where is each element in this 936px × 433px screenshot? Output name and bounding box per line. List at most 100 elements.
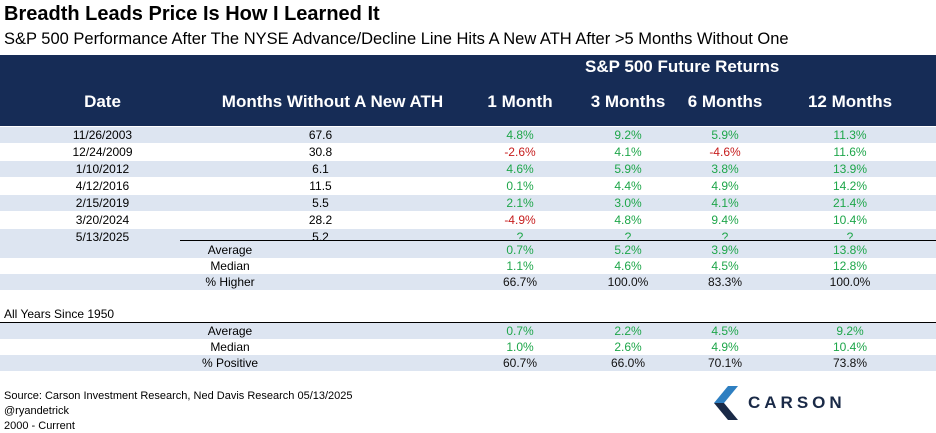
cell-months: 28.2 <box>308 213 333 227</box>
all-years-12-months: 73.8% <box>832 356 868 370</box>
all-years-1-month: 60.7% <box>502 356 538 370</box>
cell-date: 11/26/2003 <box>72 128 133 142</box>
all-years-12-months: 10.4% <box>832 340 868 354</box>
footer-range: 2000 - Current <box>4 420 75 432</box>
cell-1-month: 4.8% <box>506 128 534 142</box>
footer-source: Source: Carson Investment Research, Ned … <box>4 390 353 402</box>
summary-divider <box>180 240 936 241</box>
cell-6-months: 4.9% <box>711 179 739 193</box>
summary-12-months: 100.0% <box>829 275 871 289</box>
table-row: % Higher 66.7% 100.0% 83.3% 100.0% <box>0 274 936 290</box>
table-row: 1/10/2012 6.1 4.6% 5.9% 3.8% 13.9% <box>0 161 936 177</box>
cell-date: 3/20/2024 <box>75 213 130 227</box>
summary-1-month: 0.7% <box>506 243 534 257</box>
cell-3-months: 3.0% <box>614 196 642 210</box>
cell-date: 2/15/2019 <box>75 196 130 210</box>
table-row: Median 1.1% 4.6% 4.5% 12.8% <box>0 258 936 274</box>
carson-logo-icon <box>714 386 738 420</box>
cell-date: 12/24/2009 <box>72 145 133 159</box>
summary-6-months: 83.3% <box>707 275 743 289</box>
cell-12-months: 11.6% <box>833 145 867 159</box>
cell-date: 5/13/2025 <box>75 230 130 244</box>
table-row: 12/24/2009 30.8 -2.6% 4.1% -4.6% 11.6% <box>0 144 936 160</box>
cell-months: 67.6 <box>308 128 333 142</box>
cell-months: 11.5 <box>309 179 332 193</box>
cell-6-months: 3.8% <box>711 162 739 176</box>
cell-months: 30.8 <box>308 145 333 159</box>
cell-3-months: ? <box>624 230 632 244</box>
page-subtitle: S&P 500 Performance After The NYSE Advan… <box>4 30 789 48</box>
cell-1-month: 2.1% <box>506 196 534 210</box>
cell-6-months: 9.4% <box>711 213 739 227</box>
cell-12-months: ? <box>846 230 854 244</box>
cell-date: 4/12/2016 <box>75 179 130 193</box>
header-group-label: S&P 500 Future Returns <box>585 57 780 76</box>
header-6-months: 6 Months <box>687 92 763 111</box>
all-years-6-months: 4.5% <box>711 324 739 338</box>
summary-6-months: 3.9% <box>711 243 739 257</box>
table-row: Average 0.7% 2.2% 4.5% 9.2% <box>0 323 936 339</box>
summary-3-months: 100.0% <box>607 275 649 289</box>
all-years-label: All Years Since 1950 <box>4 307 115 321</box>
summary-1-month: 1.1% <box>506 259 534 273</box>
all-years-label-cell: Median <box>210 340 250 354</box>
header-1-month: 1 Month <box>487 92 553 111</box>
header-date: Date <box>84 92 121 111</box>
cell-1-month: ? <box>516 230 524 244</box>
cell-12-months: 10.4% <box>832 213 868 227</box>
page-title: Breadth Leads Price Is How I Learned It <box>4 3 380 25</box>
header-3-months: 3 Months <box>590 92 666 111</box>
cell-6-months: -4.6% <box>709 145 741 159</box>
all-years-label-cell: Average <box>207 324 253 338</box>
all-years-3-months: 66.0% <box>610 356 646 370</box>
summary-6-months: 4.5% <box>711 259 739 273</box>
cell-12-months: 13.9% <box>832 162 868 176</box>
cell-12-months: 21.4% <box>832 196 868 210</box>
carson-logo: CARSON <box>712 386 842 420</box>
cell-3-months: 9.2% <box>614 128 642 142</box>
header-months-without-ath: Months Without A New ATH <box>221 92 444 111</box>
header-12-months: 12 Months <box>807 92 893 111</box>
summary-label: Median <box>210 259 250 273</box>
cell-1-month: 0.1% <box>506 179 534 193</box>
summary-12-months: 13.8% <box>832 243 868 257</box>
table-row: 4/12/2016 11.5 0.1% 4.4% 4.9% 14.2% <box>0 178 936 194</box>
all-years-6-months: 70.1% <box>707 356 743 370</box>
table-row: % Positive 60.7% 66.0% 70.1% 73.8% <box>0 355 936 371</box>
summary-1-month: 66.7% <box>502 275 538 289</box>
all-years-3-months: 2.6% <box>614 340 642 354</box>
all-years-divider <box>0 322 936 323</box>
summary-12-months: 12.8% <box>832 259 868 273</box>
table-row: 2/15/2019 5.5 2.1% 3.0% 4.1% 21.4% <box>0 195 936 211</box>
summary-label: Average <box>207 243 253 257</box>
footer-handle: @ryandetrick <box>4 405 69 417</box>
cell-1-month: -4.9% <box>504 213 536 227</box>
all-years-1-month: 1.0% <box>506 340 534 354</box>
all-years-12-months: 9.2% <box>836 324 864 338</box>
all-years-6-months: 4.9% <box>711 340 739 354</box>
table-row: 5/13/2025 5.2???? <box>0 229 936 245</box>
cell-3-months: 4.8% <box>614 213 642 227</box>
cell-12-months: 11.3% <box>833 128 867 142</box>
cell-1-month: 4.6% <box>506 162 534 176</box>
all-years-1-month: 0.7% <box>506 324 534 338</box>
cell-months: 5.5 <box>312 196 329 210</box>
table-row: 11/26/2003 67.6 4.8% 9.2% 5.9% 11.3% <box>0 127 936 143</box>
cell-6-months: 4.1% <box>711 196 739 210</box>
all-years-3-months: 2.2% <box>614 324 642 338</box>
cell-3-months: 4.1% <box>614 145 642 159</box>
table-header: S&P 500 Future Returns Date Months Witho… <box>0 55 936 126</box>
cell-3-months: 5.9% <box>614 162 642 176</box>
cell-6-months: 5.9% <box>711 128 739 142</box>
summary-3-months: 4.6% <box>614 259 642 273</box>
cell-12-months: 14.2% <box>832 179 868 193</box>
cell-date: 1/10/2012 <box>75 162 130 176</box>
table-row: 3/20/2024 28.2 -4.9% 4.8% 9.4% 10.4% <box>0 212 936 228</box>
cell-1-month: -2.6% <box>504 145 536 159</box>
summary-3-months: 5.2% <box>614 243 642 257</box>
all-years-label-cell: % Positive <box>201 356 259 370</box>
cell-3-months: 4.4% <box>614 179 642 193</box>
cell-6-months: ? <box>721 230 729 244</box>
summary-label: % Higher <box>205 275 255 289</box>
table-row: Average 0.7% 5.2% 3.9% 13.8% <box>0 242 936 258</box>
